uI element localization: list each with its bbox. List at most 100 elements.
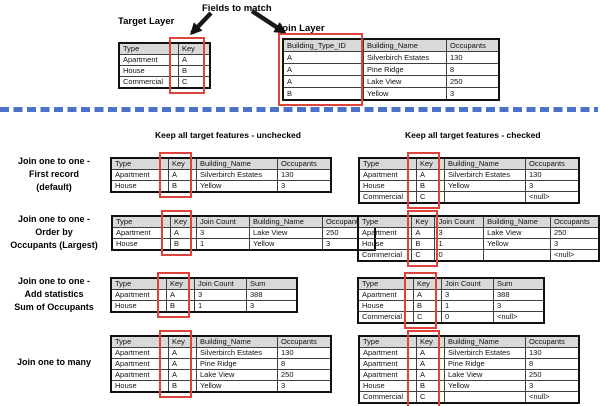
table-row: A Silverbirch Estates 130 bbox=[282, 51, 500, 64]
table-row: Apartment A 3 388 bbox=[357, 289, 545, 301]
header-row: Type Key Building_Name Occupants bbox=[358, 157, 580, 170]
table-row: Apartment A Silverbirch Estates 130 bbox=[358, 169, 580, 181]
column-header: Occupants bbox=[277, 157, 332, 170]
header-row: Type Key Join Count Building_Name Occupants bbox=[111, 215, 376, 228]
result-table-first-record-unchecked: Type Key Building_Name Occupants Apartment A S… bbox=[110, 152, 332, 198]
key-column-highlight bbox=[159, 330, 192, 398]
table-cell: Yellow bbox=[483, 238, 551, 250]
fields-to-match-arrows bbox=[189, 9, 287, 36]
table-cell: C bbox=[411, 249, 436, 262]
data-table: Type Key Join Count Building_Name Occupants A… bbox=[357, 215, 600, 262]
table-cell: 1 bbox=[194, 300, 247, 313]
table-cell: House bbox=[358, 180, 417, 192]
column-header: Building_Name bbox=[363, 38, 447, 52]
data-table: Type Key Join Count Building_Name Occupants A… bbox=[111, 215, 376, 251]
table-cell: B bbox=[411, 238, 436, 250]
row-label-line: Join one to one - bbox=[18, 276, 90, 286]
table-row: House B 1 Yellow 3 bbox=[357, 238, 600, 250]
column-header: Building_Name bbox=[196, 157, 278, 170]
table-cell: 0 bbox=[434, 249, 485, 262]
data-table: Type Key Building_Name Occupants Apartment A S… bbox=[110, 335, 332, 393]
table-cell: 250 bbox=[446, 75, 500, 88]
table-cell: 388 bbox=[493, 289, 545, 301]
table-row: Apartment A 3 Lake View 250 bbox=[357, 227, 600, 239]
table-cell: Silverbirch Estates bbox=[196, 169, 278, 181]
column-header: Type bbox=[357, 215, 413, 228]
result-table-order-by-unchecked: Type Key Join Count Building_Name Occupants A… bbox=[111, 210, 376, 256]
table-cell: C bbox=[416, 391, 445, 404]
table-row: Apartment A 3 Lake View 250 bbox=[111, 227, 376, 239]
column-header: Key bbox=[166, 277, 195, 290]
table-row: Commercial C 0 <null> bbox=[357, 249, 600, 262]
table-row: Commercial C bbox=[118, 76, 211, 89]
arrow-to-join-key-icon bbox=[250, 9, 287, 34]
result-table-statistics-unchecked: Type Key Join Count Sum Apartment A 3 388 House B… bbox=[110, 272, 298, 318]
key-column-highlight bbox=[407, 210, 438, 267]
table-cell: Commercial bbox=[357, 249, 413, 262]
column-header: Building_Name bbox=[444, 335, 526, 348]
table-cell: House bbox=[111, 238, 171, 251]
table-cell: 130 bbox=[277, 169, 332, 181]
table-cell: 3 bbox=[196, 227, 250, 239]
row-label-order-by: Join one to one - Order by Occupants (Larg… bbox=[0, 213, 108, 252]
table-cell: Yellow bbox=[363, 87, 447, 101]
table-cell: 1 bbox=[196, 238, 250, 251]
table-cell: House bbox=[118, 65, 179, 77]
table-cell: Lake View bbox=[483, 227, 551, 239]
result-table-statistics-checked: Type Key Join Count Sum Apartment A 3 388 House B… bbox=[357, 272, 545, 329]
table-cell: Yellow bbox=[444, 380, 526, 392]
header-row: Type Key Building_Name Occupants bbox=[110, 335, 332, 348]
table-cell: Lake View bbox=[363, 75, 447, 88]
table-cell: 250 bbox=[525, 369, 580, 381]
table-cell: <null> bbox=[525, 391, 580, 404]
column-header: Join Count bbox=[441, 277, 494, 290]
target-layer-label: Target Layer bbox=[118, 16, 175, 27]
table-cell: 3 bbox=[525, 380, 580, 392]
column-header: Occupants bbox=[549, 215, 600, 228]
table-cell: Pine Ridge bbox=[196, 358, 278, 370]
table-cell: 0 bbox=[441, 311, 494, 324]
table-cell: Lake View bbox=[444, 369, 526, 381]
table-row: B Yellow 3 bbox=[282, 87, 500, 101]
table-cell: 1 bbox=[434, 238, 485, 250]
table-cell: B bbox=[168, 380, 197, 393]
result-table-first-record-checked: Type Key Building_Name Occupants Apartment A S… bbox=[358, 152, 580, 209]
table-cell: 3 bbox=[446, 87, 500, 101]
column-header: Building_Type_ID bbox=[282, 38, 364, 52]
table-row: Apartment A Lake View 250 bbox=[110, 369, 332, 381]
table-row: Commercial C 0 <null> bbox=[357, 311, 545, 324]
data-table: Type Key Building_Name Occupants Apartment A S… bbox=[358, 157, 580, 204]
key-column-highlight bbox=[159, 152, 192, 198]
table-cell: 130 bbox=[525, 347, 580, 359]
table-cell: Yellow bbox=[444, 180, 526, 192]
table-cell: Pine Ridge bbox=[444, 358, 526, 370]
table-row: A Lake View 250 bbox=[282, 75, 500, 88]
row-label-line: Join one to one - bbox=[18, 214, 90, 224]
column-header: Occupants bbox=[446, 38, 500, 52]
column-header: Occupants bbox=[277, 335, 332, 348]
table-cell: Silverbirch Estates bbox=[444, 347, 526, 359]
table-row: Apartment A Silverbirch Estates 130 bbox=[358, 347, 580, 359]
table-cell: Silverbirch Estates bbox=[444, 169, 526, 181]
row-label-line: Add statistics bbox=[24, 289, 84, 299]
table-cell: <null> bbox=[493, 311, 545, 324]
table-cell: 3 bbox=[246, 300, 298, 313]
table-cell bbox=[483, 249, 551, 262]
table-row: Commercial C <null> bbox=[358, 191, 580, 204]
table-row: House B bbox=[118, 65, 211, 77]
table-cell: <null> bbox=[549, 249, 600, 262]
table-cell: House bbox=[357, 238, 413, 250]
table-cell: Yellow bbox=[196, 180, 278, 193]
data-table: Type Key Building_Name Occupants Apartment A S… bbox=[110, 157, 332, 193]
column-header: Occupants bbox=[525, 335, 580, 348]
checked-column-header: Keep all target features - checked bbox=[405, 130, 541, 140]
table-row: House B 1 Yellow 3 bbox=[111, 238, 376, 251]
table-row: Apartment A Silverbirch Estates 130 bbox=[110, 169, 332, 181]
table-cell bbox=[444, 391, 526, 404]
result-table-one-to-many-unchecked: Type Key Building_Name Occupants Apartment A S… bbox=[110, 330, 332, 398]
row-label-line: First record bbox=[28, 169, 79, 179]
key-column-highlight bbox=[161, 210, 192, 256]
header-row: Type Key Join Count Sum bbox=[357, 277, 545, 290]
table-cell: House bbox=[110, 300, 167, 313]
column-header: Sum bbox=[246, 277, 298, 290]
